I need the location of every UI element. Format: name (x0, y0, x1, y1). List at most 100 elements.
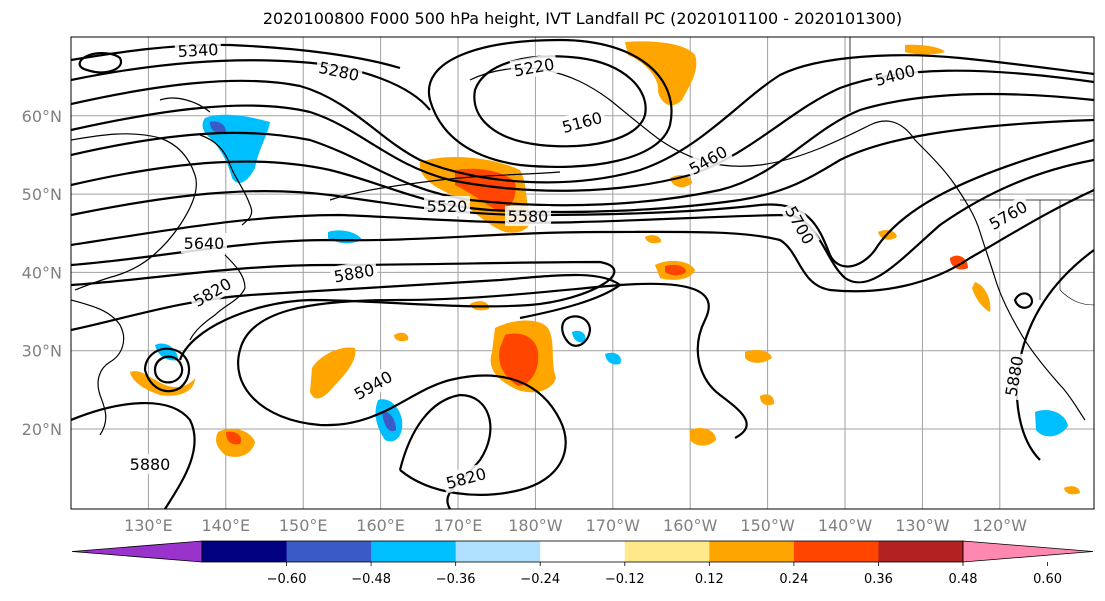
contour-label-background (557, 106, 607, 138)
height-contour (78, 52, 123, 74)
longitude-tick-label: 150°E (279, 516, 328, 535)
ivt-core-hawaii-north (665, 264, 686, 276)
height-contour (71, 158, 1094, 284)
latitude-tick-label: 20°N (22, 420, 62, 439)
contour-label-text: 5880 (130, 455, 171, 474)
colorbar-frame (201, 540, 964, 563)
ivt-neg-core-kamchatka (210, 121, 226, 134)
coastline-us-west (979, 231, 1086, 421)
colorbar-segment (793, 541, 879, 562)
ivt-neg-blob-california (1035, 409, 1068, 437)
longitude-labels: 130°E 140°E 150°E 160°E 170°E 180°W 170°W 160°W… (124, 516, 1027, 535)
colorbar-tick-label: 0.24 (779, 572, 808, 587)
ivt-blob-east-2 (690, 428, 716, 446)
latitude-tick-label: 30°N (22, 342, 62, 361)
height-contour (71, 138, 1094, 268)
colorbar-extend-low (71, 540, 203, 563)
contour-label: 5220 (509, 53, 559, 81)
contour-label-background (174, 38, 222, 62)
colorbar-tick-label: 0.48 (949, 572, 978, 587)
map-title: 2020100800 F000 500 hPa height, IVT Land… (262, 9, 903, 28)
height-contour (238, 282, 748, 439)
contour-label: 5580 (505, 206, 551, 226)
colorbar-segment (286, 541, 372, 562)
height-contour (143, 347, 191, 393)
ivt-blob-west (310, 347, 356, 399)
height-contour (237, 349, 567, 496)
border-us-states-2 (1059, 200, 1094, 306)
contour-label-background (424, 196, 470, 216)
ivt-negative-shading (155, 114, 1068, 442)
contour-label-text: 5520 (427, 197, 468, 216)
contour-label-text: 5580 (508, 207, 549, 226)
ivt-blob-small-2 (394, 332, 409, 342)
coastline-kamchatka (199, 134, 253, 226)
colorbar-segment (371, 541, 457, 562)
colorbar-tick-label: 0.12 (695, 572, 724, 587)
longitude-tick-label: 160°E (356, 516, 405, 535)
contour-label: 5340 (174, 38, 222, 62)
height-contour (71, 59, 431, 111)
contour-label-background (181, 233, 227, 253)
colorbar-tick-label: 0.60 (1033, 572, 1062, 587)
contour-label-background (441, 462, 491, 494)
colorbar-segment (709, 541, 795, 562)
longitude-tick-label: 130°E (124, 516, 173, 535)
ivt-blob-alaska (625, 41, 697, 106)
height-contour (71, 260, 616, 361)
colorbar: −0.60 −0.48 −0.36 −0.24 −0.12 0.12 0.24 0.36 0.4… (71, 540, 1094, 587)
contour-label-background (983, 194, 1033, 236)
longitude-tick-label: 160°W (663, 516, 718, 535)
longitude-tick-label: 170°W (586, 516, 641, 535)
longitude-tick-label: 180°W (508, 516, 563, 535)
ivt-neg-blob-east (605, 352, 621, 365)
contour-label-background (870, 59, 920, 91)
height-contour (427, 38, 673, 168)
longitude-tick-label: 150°W (740, 516, 795, 535)
latitude-tick-label: 40°N (22, 263, 62, 282)
contour-label: 5880 (127, 454, 173, 474)
coastline-japan (189, 254, 246, 341)
contour-label: 5520 (424, 196, 470, 216)
colorbar-segment (624, 541, 710, 562)
coastline-asia (71, 133, 197, 291)
contour-label-text: 5340 (177, 40, 219, 61)
height-contour (71, 188, 1094, 293)
ivt-blob-canada (905, 44, 945, 55)
colorbar-segment (878, 541, 964, 562)
colorbar-tick-label: 0.36 (864, 572, 893, 587)
coastlines (71, 37, 1094, 436)
ivt-blob-east-1 (950, 255, 968, 270)
ivt-blob-small-4 (1064, 486, 1080, 495)
ivt-blob-small-5 (760, 394, 775, 406)
height-contour (71, 92, 1094, 207)
colorbar-segment (540, 541, 626, 562)
colorbar-extend-high (962, 540, 1094, 563)
map-frame (70, 36, 1095, 510)
colorbar-tick-label: −0.36 (436, 572, 476, 587)
height-contour (1013, 292, 1034, 309)
contour-label-background (348, 364, 398, 406)
colorbar-tick-label: −0.24 (520, 572, 560, 587)
coastline-okhotsk (159, 97, 211, 113)
height-contour (71, 54, 1094, 184)
longitude-tick-label: 140°E (201, 516, 250, 535)
height-contour (71, 273, 622, 332)
latitude-tick-label: 60°N (22, 107, 62, 126)
contour-label-text: 5640 (184, 234, 225, 253)
colorbar-tick-label: −0.12 (605, 572, 645, 587)
height-contour (153, 355, 184, 384)
ivt-blob-northwest-coast (972, 282, 991, 312)
coastline-alaska (469, 67, 981, 233)
contour-label-background (187, 271, 237, 313)
ivt-neg-blob-small (572, 330, 586, 343)
contour-label-background (314, 56, 364, 86)
ivt-neg-core-central (382, 411, 396, 432)
ivt-core-southwest (226, 431, 242, 445)
contour-label-background (1000, 351, 1028, 401)
contour-label-background (509, 53, 559, 81)
latitude-tick-label: 50°N (22, 185, 62, 204)
coastline-aleutians (329, 171, 561, 201)
colorbar-segment (455, 541, 541, 562)
